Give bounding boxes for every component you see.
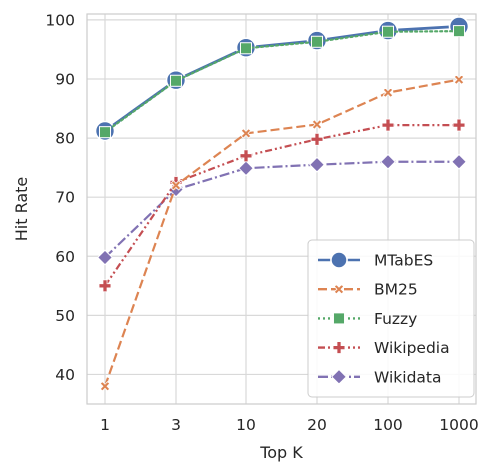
y-tick-label: 70 xyxy=(55,189,75,207)
data-point xyxy=(310,132,324,146)
series-fuzzy xyxy=(98,25,466,139)
data-point xyxy=(381,25,395,38)
y-tick-label: 90 xyxy=(55,71,75,89)
x-tick-labels: 1 3 10 20 100 1000 xyxy=(100,416,479,434)
data-point xyxy=(99,381,111,392)
x-tick-label: 10 xyxy=(236,416,256,434)
series-line xyxy=(103,30,461,134)
data-point xyxy=(310,35,324,48)
x-tick-label: 1 xyxy=(100,416,110,434)
x-axis-label: Top K xyxy=(259,443,303,462)
legend: MTabES BM25 Fuzzy Wikipedia Wikidata xyxy=(307,239,475,398)
legend-item-wikipedia: Wikipedia xyxy=(318,339,450,357)
data-point xyxy=(309,156,325,173)
y-tick-label: 100 xyxy=(45,11,75,29)
legend-box xyxy=(307,239,475,398)
series-line xyxy=(103,78,460,387)
x-tick-label: 3 xyxy=(171,416,181,434)
legend-item-wikidata: Wikidata xyxy=(318,368,442,386)
legend-marker xyxy=(332,312,346,325)
legend-item-bm25: BM25 xyxy=(318,281,418,299)
series-bm25 xyxy=(99,74,465,392)
data-point xyxy=(381,118,395,132)
data-point xyxy=(311,119,323,130)
data-point xyxy=(97,249,113,266)
legend-label: BM25 xyxy=(374,281,418,299)
series-layer xyxy=(94,16,470,392)
data-point xyxy=(98,279,112,293)
data-point xyxy=(169,74,183,87)
legend-label: Wikipedia xyxy=(374,339,450,357)
data-point xyxy=(239,42,253,55)
data-point xyxy=(382,87,394,98)
data-point xyxy=(451,153,467,170)
y-tick-label: 60 xyxy=(55,248,75,266)
legend-marker xyxy=(332,341,346,354)
data-point xyxy=(380,153,396,170)
y-tick-label: 40 xyxy=(55,366,75,384)
data-point xyxy=(98,126,112,139)
data-point xyxy=(170,180,182,191)
legend-marker xyxy=(331,368,347,385)
plot-frame xyxy=(86,13,477,405)
y-tick-labels: 40 50 60 70 80 90 100 xyxy=(45,11,75,384)
data-point xyxy=(452,25,466,38)
y-tick-label: 80 xyxy=(55,130,75,148)
legend-marker xyxy=(333,283,345,295)
data-point xyxy=(240,128,252,139)
data-point xyxy=(239,149,253,163)
y-tick-label: 50 xyxy=(55,307,75,325)
legend-label: Wikidata xyxy=(374,368,442,386)
data-point xyxy=(452,118,466,132)
legend-item-mtabes: MTabES xyxy=(318,251,433,270)
legend-marker xyxy=(330,251,348,269)
y-axis-label: Hit Rate xyxy=(12,177,31,242)
x-tick-label: 100 xyxy=(373,416,403,434)
x-tick-label: 1000 xyxy=(439,416,478,434)
series-line xyxy=(104,123,459,287)
legend-item-fuzzy: Fuzzy xyxy=(318,310,417,328)
series-wikipedia xyxy=(98,118,466,293)
data-point xyxy=(453,74,465,85)
legend-label: Fuzzy xyxy=(374,310,417,328)
x-tick-label: 20 xyxy=(307,416,327,434)
data-point xyxy=(238,160,254,177)
legend-label: MTabES xyxy=(374,252,433,270)
